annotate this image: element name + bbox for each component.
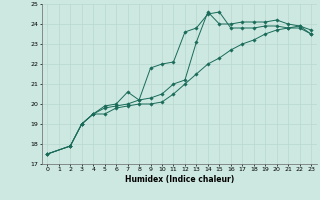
X-axis label: Humidex (Indice chaleur): Humidex (Indice chaleur) [124, 175, 234, 184]
